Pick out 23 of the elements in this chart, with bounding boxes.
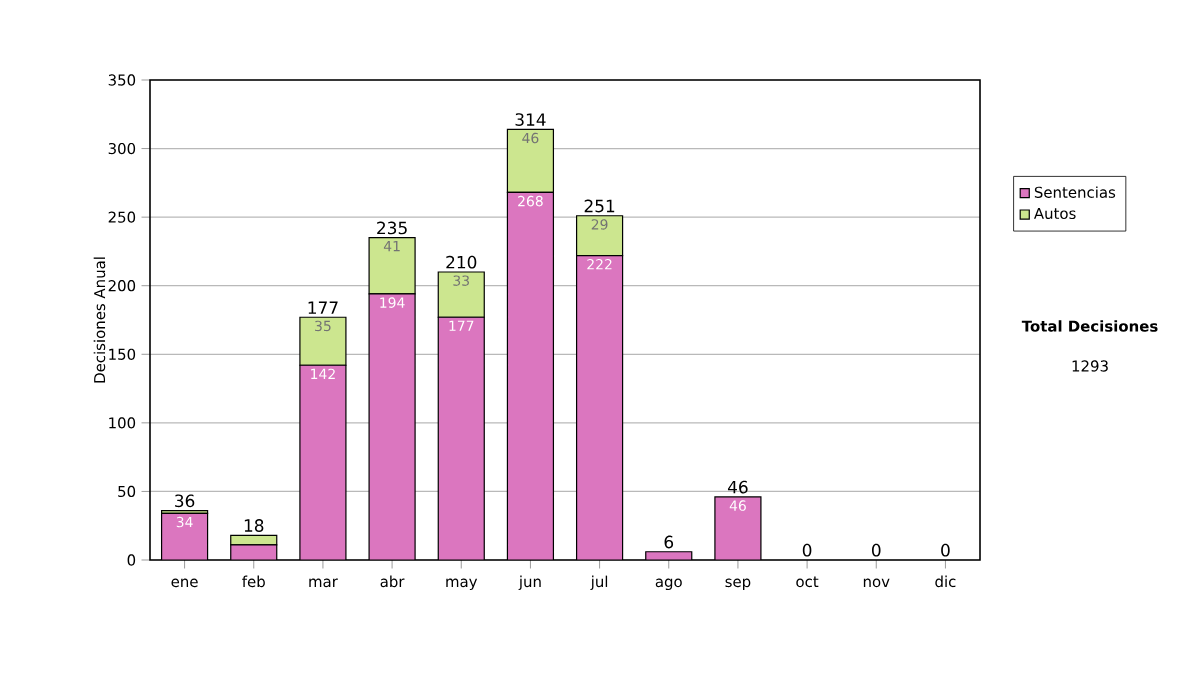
total-label: 210 bbox=[446, 255, 477, 269]
total-label: 36 bbox=[175, 494, 195, 508]
total-label: 0 bbox=[802, 543, 812, 557]
bar bbox=[437, 316, 485, 560]
total-label: 18 bbox=[244, 519, 264, 532]
bar bbox=[575, 254, 624, 560]
total-label: 6 bbox=[664, 535, 674, 549]
bar bbox=[575, 215, 624, 257]
bar bbox=[506, 191, 555, 560]
bar bbox=[714, 496, 762, 560]
total-label: 177 bbox=[308, 301, 338, 314]
total-label: 314 bbox=[515, 113, 546, 126]
total-label: 235 bbox=[377, 221, 407, 235]
total-label: 0 bbox=[941, 543, 950, 557]
bar bbox=[299, 316, 347, 366]
bar bbox=[368, 293, 416, 560]
total-label: 251 bbox=[584, 199, 615, 213]
bar bbox=[437, 271, 485, 318]
bar bbox=[299, 364, 347, 560]
total-label: 46 bbox=[727, 480, 748, 494]
bar bbox=[368, 237, 416, 295]
total-label: 0 bbox=[872, 543, 881, 557]
bar bbox=[160, 512, 209, 560]
